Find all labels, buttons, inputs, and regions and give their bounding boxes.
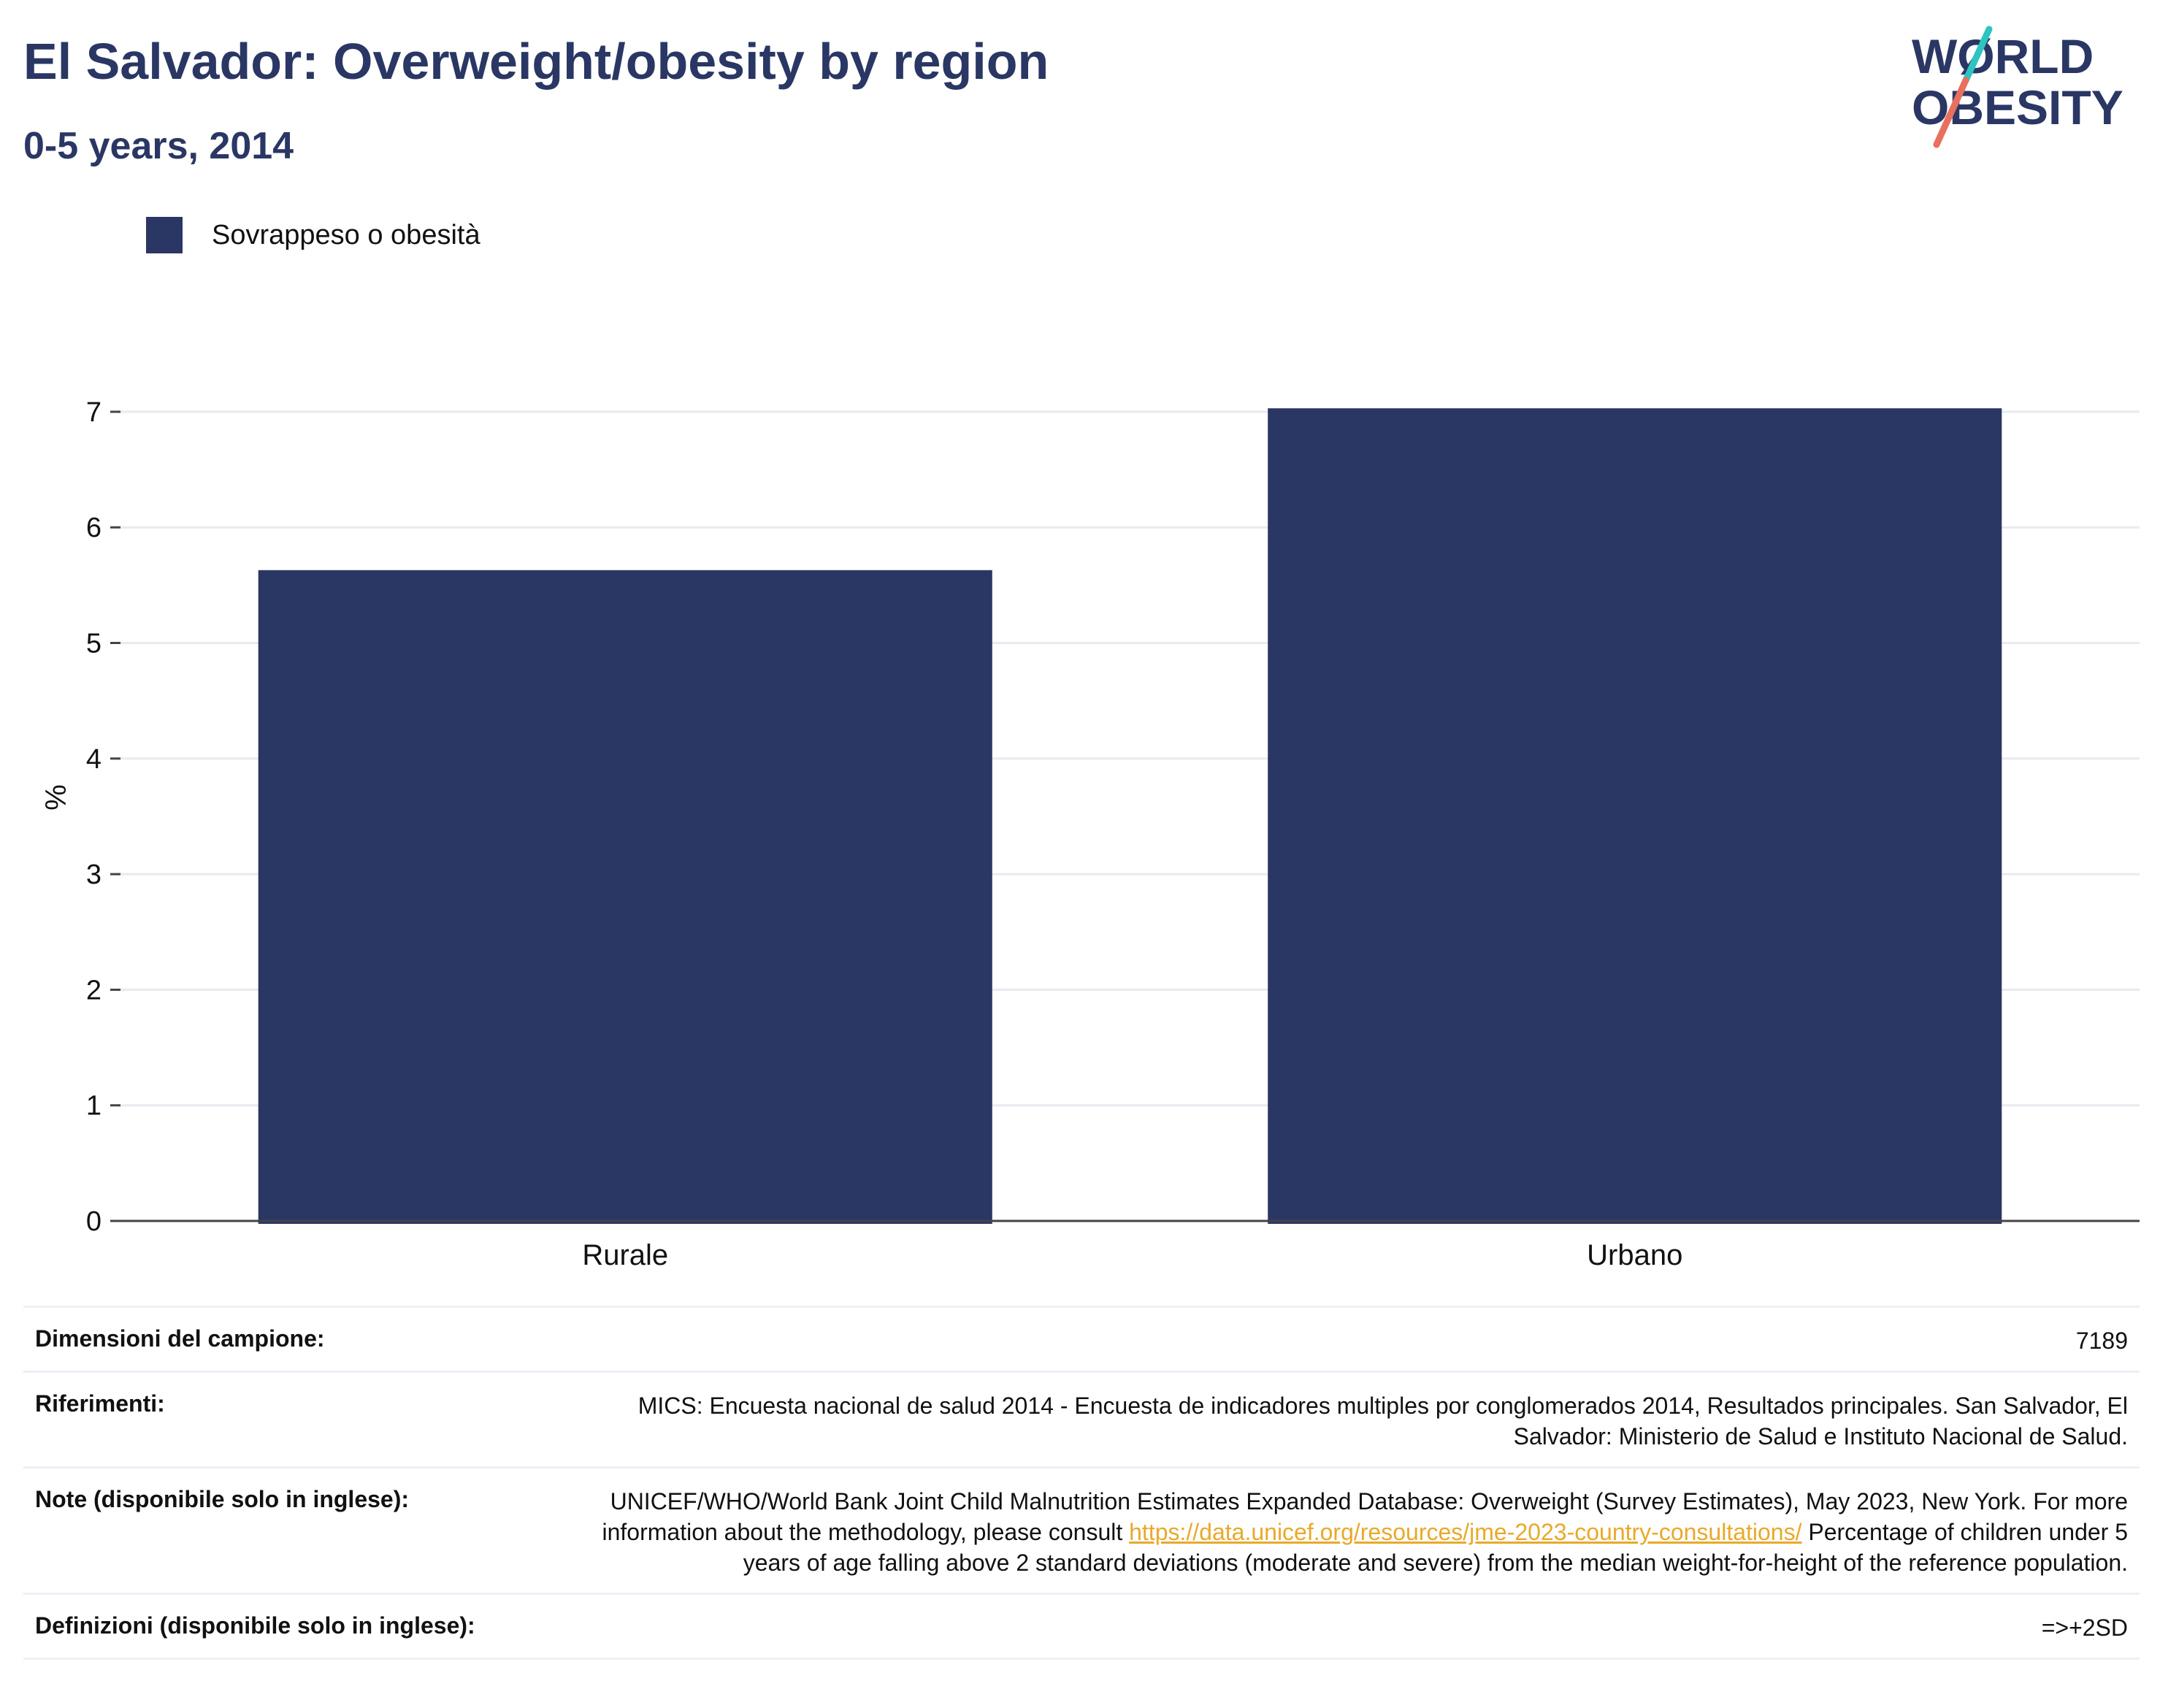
- definitions-value: =>+2SD: [2041, 1615, 2128, 1641]
- notes-text-before: UNICEF/WHO/World Bank Joint Child Malnut…: [602, 1488, 2128, 1545]
- logo-slash-red: [1933, 77, 1969, 148]
- info-row-sample: Dimensioni del campione: 7189: [23, 1306, 2140, 1371]
- y-tick-label-5: 5: [86, 629, 102, 659]
- bar-chart: 0 1 2 3 4 5 6 7 Rurale Urbano%: [39, 397, 2140, 1271]
- y-tick-label-7: 7: [86, 397, 102, 428]
- world-obesity-logo: WØRLD OBESITY: [1912, 26, 2123, 148]
- sample-label: Dimensioni del campione:: [35, 1325, 325, 1352]
- chart-subtitle: 0-5 years, 2014: [23, 125, 294, 167]
- sample-value: 7189: [2075, 1328, 2128, 1354]
- y-tick-label-6: 6: [86, 513, 102, 543]
- x-tick-label-rurale: Rurale: [582, 1239, 668, 1271]
- chart-title: El Salvador: Overweight/obesity by regio…: [23, 33, 1049, 90]
- references-value: MICS: Encuesta nacional de salud 2014 - …: [637, 1393, 2128, 1449]
- notes-value: UNICEF/WHO/World Bank Joint Child Malnut…: [594, 1486, 2128, 1578]
- notes-label: Note (disponibile solo in inglese):: [35, 1486, 410, 1512]
- y-tick-label-0: 0: [86, 1206, 102, 1237]
- y-tick-label-2: 2: [86, 975, 102, 1006]
- references-label: Riferimenti:: [35, 1390, 165, 1417]
- y-axis-label: %: [39, 784, 71, 811]
- notes-text-after: Percentage of children under 5 years of …: [743, 1519, 2128, 1576]
- definitions-label: Definizioni (disponibile solo in inglese…: [35, 1612, 475, 1639]
- y-tick-label-1: 1: [86, 1091, 102, 1122]
- logo-line-1: WØRLD: [1912, 29, 2094, 83]
- y-tick-label-4: 4: [86, 744, 102, 775]
- y-tick-label-3: 3: [86, 859, 102, 890]
- x-tick-label-urbano: Urbano: [1587, 1239, 1682, 1271]
- legend[interactable]: Sovrappeso o obesità: [146, 217, 480, 253]
- info-row-references: Riferimenti: MICS: Encuesta nacional de …: [23, 1371, 2140, 1466]
- info-table: Dimensioni del campione: 7189 Riferiment…: [23, 1306, 2140, 1660]
- legend-label: Sovrappeso o obesità: [212, 219, 480, 250]
- notes-link[interactable]: https://data.unicef.org/resources/jme-20…: [1129, 1519, 1802, 1545]
- bar-urbano: [1268, 408, 2002, 1224]
- info-row-notes: Note (disponibile solo in inglese): UNIC…: [23, 1466, 2140, 1593]
- bar-rurale: [258, 570, 992, 1224]
- logo-slash-teal: [1962, 26, 1993, 84]
- legend-swatch: [146, 217, 183, 253]
- info-row-definitions: Definizioni (disponibile solo in inglese…: [23, 1593, 2140, 1660]
